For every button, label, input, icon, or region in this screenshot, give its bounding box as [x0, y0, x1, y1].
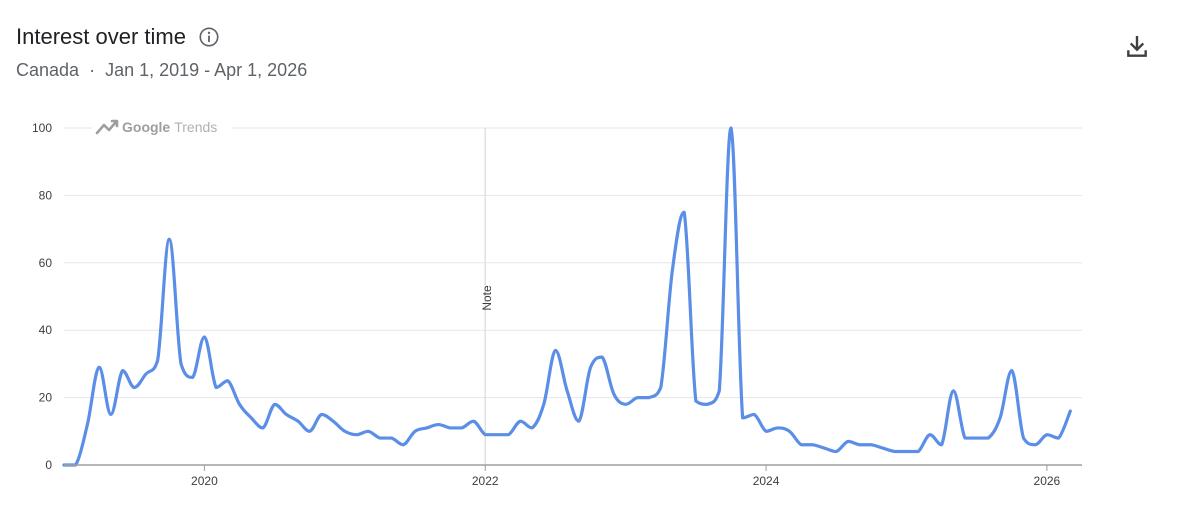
x-tick-label: 2024	[753, 474, 780, 488]
y-tick-label: 0	[45, 458, 52, 472]
google-trends-watermark: Google Trends	[92, 114, 232, 140]
separator-dot: ·	[89, 60, 96, 80]
chart-title: Interest over time	[16, 24, 186, 49]
x-tick-label: 2020	[191, 474, 218, 488]
y-axis-ticks: 0 20 40 60 80 100	[32, 121, 52, 472]
x-axis-ticks: 2020 2022 2024 2026	[191, 465, 1061, 488]
info-icon[interactable]	[198, 26, 220, 48]
watermark-brand: Google	[122, 119, 170, 135]
trending-up-icon	[95, 120, 118, 135]
x-tick-label: 2022	[472, 474, 499, 488]
chart-header: Interest over time Canada · Jan 1, 2019 - …	[16, 24, 307, 81]
y-tick-label: 60	[39, 256, 53, 270]
y-tick-label: 20	[39, 391, 53, 405]
date-range-label: Jan 1, 2019 - Apr 1, 2026	[105, 60, 308, 80]
download-icon[interactable]	[1124, 34, 1150, 60]
chart-subtitle: Canada · Jan 1, 2019 - Apr 1, 2026	[16, 60, 307, 81]
x-tick-label: 2026	[1034, 474, 1061, 488]
y-tick-label: 80	[39, 188, 53, 202]
series-line	[62, 126, 1072, 467]
note-label[interactable]: Note	[480, 285, 494, 311]
y-tick-label: 40	[39, 323, 53, 337]
title-row: Interest over time	[16, 24, 307, 50]
region-label: Canada	[16, 60, 80, 80]
y-tick-label: 100	[32, 121, 52, 135]
grid-lines	[64, 127, 1082, 399]
watermark-product: Trends	[174, 119, 217, 135]
